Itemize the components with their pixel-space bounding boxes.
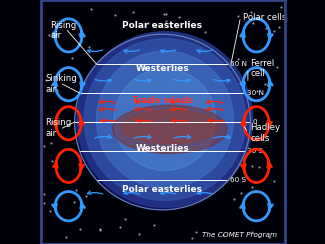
Point <box>260 137 265 141</box>
Point <box>70 56 75 60</box>
Point <box>161 12 166 16</box>
Point <box>277 25 282 29</box>
Point <box>272 29 277 32</box>
Text: Hadley
cells: Hadley cells <box>250 123 280 143</box>
Point <box>231 197 236 201</box>
Point <box>262 82 267 86</box>
Point <box>73 188 78 192</box>
Point <box>98 228 103 232</box>
Point <box>42 201 47 205</box>
Text: 60 S: 60 S <box>230 177 247 183</box>
Text: 30 N: 30 N <box>247 90 264 96</box>
Text: Polar cells: Polar cells <box>243 13 286 21</box>
Point <box>41 144 46 148</box>
Point <box>49 141 54 145</box>
Point <box>185 21 190 25</box>
Point <box>113 13 118 17</box>
Point <box>84 194 89 198</box>
Text: Westerlies: Westerlies <box>136 144 189 153</box>
Text: Westerlies: Westerlies <box>136 64 189 73</box>
Circle shape <box>84 39 246 200</box>
Point <box>76 32 82 36</box>
Text: Polar easterlies: Polar easterlies <box>123 185 202 193</box>
Circle shape <box>77 32 253 207</box>
Text: Ferrel
cell: Ferrel cell <box>250 59 275 78</box>
Text: Rising
air: Rising air <box>46 118 72 138</box>
Point <box>47 209 53 213</box>
Point <box>63 235 69 239</box>
Text: Trade winds: Trade winds <box>132 96 193 104</box>
Point <box>274 65 280 69</box>
Point <box>235 14 240 18</box>
Point <box>249 10 254 14</box>
Point <box>264 26 269 30</box>
Point <box>239 191 244 195</box>
Circle shape <box>75 34 250 210</box>
Point <box>130 10 136 14</box>
Point <box>249 230 254 234</box>
Point <box>136 232 142 236</box>
Circle shape <box>114 69 216 171</box>
Point <box>163 19 169 23</box>
Point <box>43 78 48 82</box>
Point <box>194 230 199 234</box>
Point <box>86 46 92 50</box>
Text: Polar easterlies: Polar easterlies <box>123 21 202 30</box>
Point <box>123 217 128 221</box>
Point <box>250 163 255 167</box>
Text: The COMET Program: The COMET Program <box>202 232 277 238</box>
Point <box>266 234 271 238</box>
Point <box>279 5 284 9</box>
Point <box>98 227 103 231</box>
Text: Sinking
air: Sinking air <box>46 74 77 94</box>
Point <box>202 30 207 34</box>
Point <box>62 97 67 101</box>
Text: 60 N: 60 N <box>230 61 247 67</box>
Point <box>88 7 94 11</box>
Point <box>152 223 157 227</box>
Circle shape <box>97 51 233 188</box>
Point <box>55 88 60 92</box>
Point <box>49 159 55 163</box>
Ellipse shape <box>113 105 227 153</box>
Text: 0: 0 <box>252 119 257 125</box>
Point <box>146 21 151 25</box>
Point <box>77 227 83 231</box>
Point <box>220 233 226 237</box>
Point <box>163 12 168 16</box>
Point <box>251 21 256 25</box>
Point <box>190 236 195 240</box>
Point <box>118 225 123 229</box>
Text: Rising
air: Rising air <box>50 21 76 40</box>
Point <box>243 213 248 217</box>
Point <box>51 30 56 33</box>
Point <box>256 165 262 169</box>
Point <box>258 67 263 71</box>
Point <box>272 179 277 183</box>
Point <box>236 57 241 61</box>
Point <box>249 185 254 189</box>
Point <box>46 33 52 37</box>
Point <box>42 192 47 196</box>
Text: 30 S: 30 S <box>247 148 264 154</box>
Point <box>176 15 182 19</box>
Ellipse shape <box>122 110 218 143</box>
Point <box>255 89 260 93</box>
Point <box>72 200 77 204</box>
